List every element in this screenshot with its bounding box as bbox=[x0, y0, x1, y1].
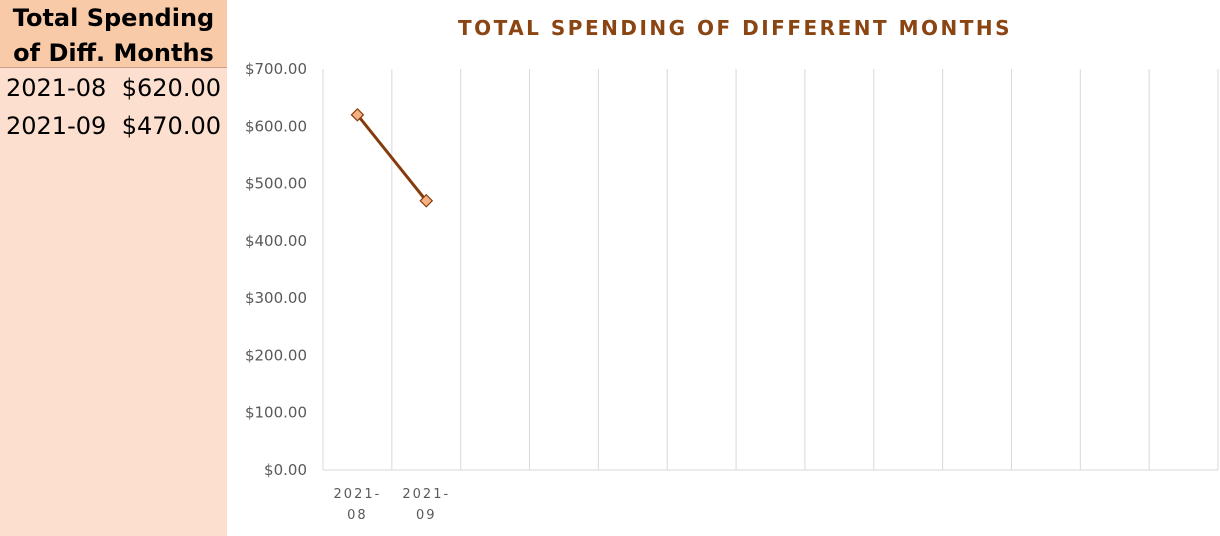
y-tick-label: $400.00 bbox=[245, 232, 307, 250]
summary-table: Total Spending of Diff. Months 2021-08 $… bbox=[0, 0, 227, 536]
y-tick-label: $300.00 bbox=[245, 289, 307, 307]
y-tick-label: $600.00 bbox=[245, 117, 307, 135]
data-point-marker[interactable] bbox=[350, 107, 365, 122]
y-tick-label: $500.00 bbox=[245, 175, 307, 193]
chart-axes: $0.00 $100.00 $200.00 $300.00 $400.00 $500.00… bbox=[245, 60, 1218, 523]
table-cell-month: 2021-09 bbox=[6, 112, 107, 140]
chart-series bbox=[350, 107, 434, 208]
series-line[interactable] bbox=[356, 113, 428, 202]
table-cell-amount: $620.00 bbox=[121, 74, 221, 102]
chart-title: TOTAL SPENDING OF DIFFERENT MONTHS bbox=[457, 16, 1013, 40]
x-tick-label: 2021-09 bbox=[402, 487, 450, 523]
x-tick-label: 2021-08 bbox=[334, 487, 382, 523]
table-row[interactable]: 2021-08 $620.00 bbox=[0, 70, 227, 106]
y-tick-label: $200.00 bbox=[245, 346, 307, 364]
table-row[interactable]: 2021-09 $470.00 bbox=[0, 108, 227, 144]
summary-table-title-line2: of Diff. Months bbox=[13, 39, 214, 67]
y-tick-label: $700.00 bbox=[245, 60, 307, 78]
y-tick-label: $100.00 bbox=[245, 404, 307, 422]
summary-table-header[interactable]: Total Spending of Diff. Months bbox=[0, 0, 227, 68]
summary-table-title-line1: Total Spending bbox=[12, 4, 215, 32]
y-tick-label: $0.00 bbox=[264, 461, 307, 479]
table-cell-month: 2021-08 bbox=[6, 74, 107, 102]
chart-gridlines bbox=[322, 69, 1219, 470]
data-point-marker[interactable] bbox=[419, 193, 434, 208]
table-cell-amount: $470.00 bbox=[121, 112, 221, 140]
